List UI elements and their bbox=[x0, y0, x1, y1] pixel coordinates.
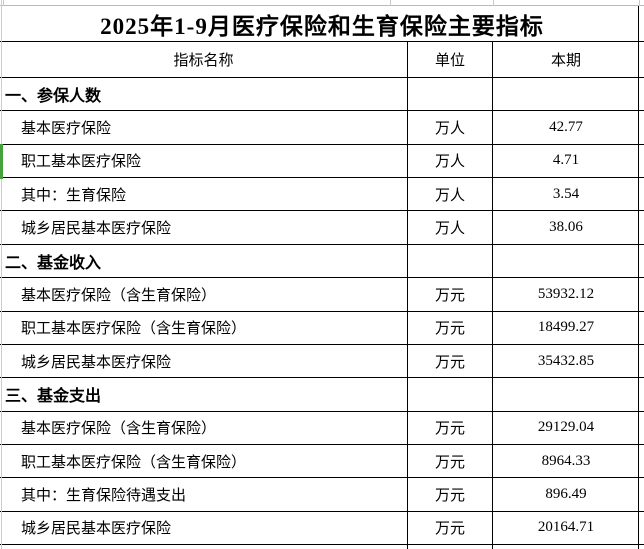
table-row: 三、基金支出 bbox=[0, 378, 644, 412]
cell-unit[interactable]: 万元 bbox=[407, 278, 492, 311]
row-margin-cell bbox=[639, 111, 644, 143]
row-margin-cell bbox=[639, 278, 644, 310]
row-margin-cell bbox=[639, 378, 644, 410]
cell-indicator-name[interactable]: 一、参保人数 bbox=[5, 88, 102, 106]
gridline-tick bbox=[639, 0, 640, 6]
cell-indicator-name[interactable]: 二、基金收入 bbox=[5, 254, 102, 272]
row-margin-cell bbox=[639, 145, 644, 177]
cell-value[interactable] bbox=[492, 78, 639, 111]
row-margin-cell bbox=[639, 412, 644, 444]
cell-unit[interactable] bbox=[407, 78, 492, 111]
cell-value[interactable]: 20164.71 bbox=[492, 511, 639, 545]
sheet-gridline-strip bbox=[0, 0, 644, 6]
table-row: 基本医疗保险（含生育保险） 万元 29129.04 bbox=[0, 411, 644, 445]
row-margin-cell bbox=[639, 512, 644, 544]
cell-value[interactable] bbox=[492, 378, 639, 411]
gridline-tick bbox=[493, 0, 494, 6]
cell-indicator-name[interactable]: 城乡居民基本医疗保险 bbox=[21, 221, 172, 238]
table-header-row: 指标名称 单位 本期 bbox=[0, 42, 644, 78]
cell-indicator-name[interactable]: 城乡居民基本医疗保险 bbox=[21, 354, 172, 371]
cell-unit[interactable]: 万元 bbox=[407, 411, 492, 444]
cell-unit[interactable] bbox=[407, 244, 492, 278]
row-margin-cell bbox=[639, 178, 644, 210]
partial-cell bbox=[0, 545, 407, 549]
cell-value[interactable]: 3.54 bbox=[492, 178, 639, 211]
table-row: 职工基本医疗保险（含生育保险） 万元 8964.33 bbox=[0, 444, 644, 479]
table-row: 一、参保人数 bbox=[0, 78, 644, 112]
column-header-indicator-name[interactable]: 指标名称 bbox=[173, 53, 234, 69]
row-margin-cell bbox=[639, 312, 644, 344]
cell-value[interactable]: 896.49 bbox=[492, 478, 639, 511]
cell-unit[interactable]: 万元 bbox=[407, 478, 492, 511]
partial-next-row bbox=[0, 545, 644, 549]
row-margin-cell bbox=[639, 345, 644, 377]
cell-value[interactable]: 53932.12 bbox=[492, 278, 639, 311]
cell-indicator-name[interactable]: 基本医疗保险 bbox=[21, 121, 112, 138]
row-margin-cell bbox=[639, 245, 644, 277]
table-row: 基本医疗保险（含生育保险） 万元 53932.12 bbox=[0, 278, 644, 312]
column-header-value[interactable]: 本期 bbox=[492, 42, 639, 77]
header-margin-cell bbox=[639, 42, 644, 77]
cell-value[interactable]: 4.71 bbox=[492, 144, 639, 178]
cell-unit[interactable]: 万元 bbox=[407, 444, 492, 478]
cell-indicator-name[interactable]: 基本医疗保险（含生育保险） bbox=[21, 287, 217, 304]
table-row: 二、基金收入 bbox=[0, 244, 644, 279]
cell-value[interactable]: 29129.04 bbox=[492, 411, 639, 444]
table-title-cell[interactable]: 2025年1-9月医疗保险和生育保险主要指标 bbox=[0, 6, 644, 42]
cell-indicator-name[interactable]: 职工基本医疗保险 bbox=[21, 154, 142, 171]
cell-value[interactable] bbox=[492, 244, 639, 278]
row-margin-cell bbox=[639, 211, 644, 243]
gridline-tick bbox=[390, 0, 391, 6]
gridline-tick bbox=[3, 0, 4, 6]
table-row: 基本医疗保险 万人 42.77 bbox=[0, 111, 644, 145]
cell-value[interactable]: 35432.85 bbox=[492, 344, 639, 378]
table-right-border bbox=[638, 6, 639, 549]
table-row: 城乡居民基本医疗保险 万元 20164.71 bbox=[0, 511, 644, 546]
row-margin-cell bbox=[639, 445, 644, 477]
cell-indicator-name[interactable]: 职工基本医疗保险（含生育保险） bbox=[21, 321, 247, 338]
cell-indicator-name[interactable]: 基本医疗保险（含生育保险） bbox=[21, 421, 217, 438]
cell-unit[interactable]: 万人 bbox=[407, 111, 492, 144]
sheet-left-gridline bbox=[1, 0, 2, 549]
table-row: 其中：生育保险待遇支出 万元 896.49 bbox=[0, 478, 644, 512]
cell-unit[interactable]: 万人 bbox=[407, 178, 492, 211]
cell-value[interactable]: 38.06 bbox=[492, 211, 639, 244]
cell-unit[interactable]: 万元 bbox=[407, 511, 492, 545]
table-body: 一、参保人数 基本医疗保险 万人 42.77 职工基本医疗保险 万人 4.71 … bbox=[0, 78, 644, 546]
table-title: 2025年1-9月医疗保险和生育保险主要指标 bbox=[100, 13, 544, 39]
table-row: 其中：生育保险 万人 3.54 bbox=[0, 178, 644, 212]
table-row: 城乡居民基本医疗保险 万人 38.06 bbox=[0, 211, 644, 245]
cell-value[interactable]: 18499.27 bbox=[492, 311, 639, 344]
cell-value[interactable]: 42.77 bbox=[492, 111, 639, 144]
cell-indicator-name[interactable]: 城乡居民基本医疗保险 bbox=[21, 521, 172, 538]
cell-indicator-name[interactable]: 其中：生育保险待遇支出 bbox=[21, 487, 187, 504]
cell-unit[interactable]: 万元 bbox=[407, 344, 492, 378]
table-row: 职工基本医疗保险 万人 4.71 bbox=[0, 144, 644, 179]
partial-cell bbox=[639, 545, 644, 549]
cell-unit[interactable]: 万人 bbox=[407, 144, 492, 178]
cell-unit[interactable]: 万元 bbox=[407, 311, 492, 344]
table-row: 城乡居民基本医疗保险 万元 35432.85 bbox=[0, 344, 644, 379]
cell-unit[interactable]: 万人 bbox=[407, 211, 492, 244]
row-margin-cell bbox=[639, 78, 644, 110]
column-header-unit[interactable]: 单位 bbox=[407, 42, 492, 77]
cell-indicator-name[interactable]: 其中：生育保险 bbox=[21, 187, 127, 204]
cell-unit[interactable] bbox=[407, 378, 492, 411]
cell-indicator-name[interactable]: 职工基本医疗保险（含生育保险） bbox=[21, 454, 247, 471]
table-row: 职工基本医疗保险（含生育保险） 万元 18499.27 bbox=[0, 311, 644, 345]
row-margin-cell bbox=[639, 478, 644, 510]
cell-value[interactable]: 8964.33 bbox=[492, 444, 639, 478]
cell-indicator-name[interactable]: 三、基金支出 bbox=[5, 388, 102, 406]
selection-marker bbox=[0, 144, 3, 179]
partial-cell bbox=[492, 545, 639, 549]
partial-cell bbox=[407, 545, 492, 549]
